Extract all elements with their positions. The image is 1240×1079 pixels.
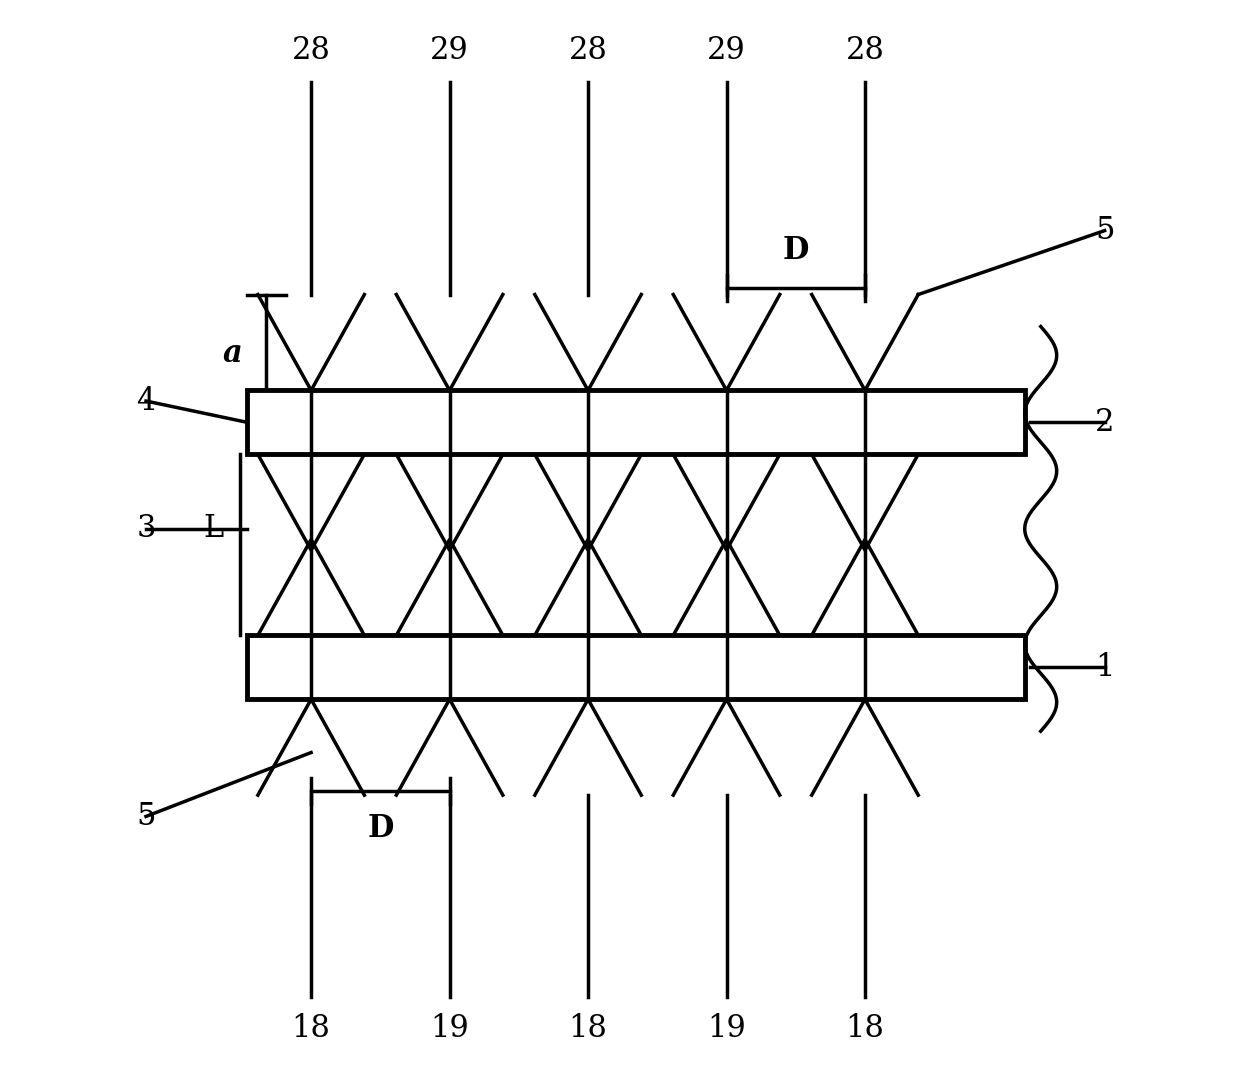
- Text: 18: 18: [291, 1013, 331, 1044]
- Text: 5: 5: [136, 801, 156, 832]
- Text: 28: 28: [569, 35, 608, 66]
- Bar: [247, 636, 1024, 699]
- Text: D: D: [782, 235, 808, 267]
- Text: 4: 4: [136, 385, 156, 416]
- Bar: [247, 391, 1024, 454]
- Text: 18: 18: [569, 1013, 608, 1044]
- Text: 29: 29: [707, 35, 746, 66]
- Text: a: a: [222, 338, 242, 369]
- Text: L: L: [203, 514, 223, 544]
- Text: 2: 2: [1095, 407, 1115, 438]
- Text: 29: 29: [430, 35, 469, 66]
- Text: 1: 1: [1095, 652, 1115, 683]
- Text: 18: 18: [846, 1013, 884, 1044]
- Text: 19: 19: [707, 1013, 746, 1044]
- Text: D: D: [367, 812, 393, 844]
- Text: 3: 3: [136, 514, 156, 544]
- Text: 5: 5: [1095, 215, 1115, 246]
- Text: 19: 19: [430, 1013, 469, 1044]
- Text: 28: 28: [291, 35, 331, 66]
- Text: 28: 28: [846, 35, 884, 66]
